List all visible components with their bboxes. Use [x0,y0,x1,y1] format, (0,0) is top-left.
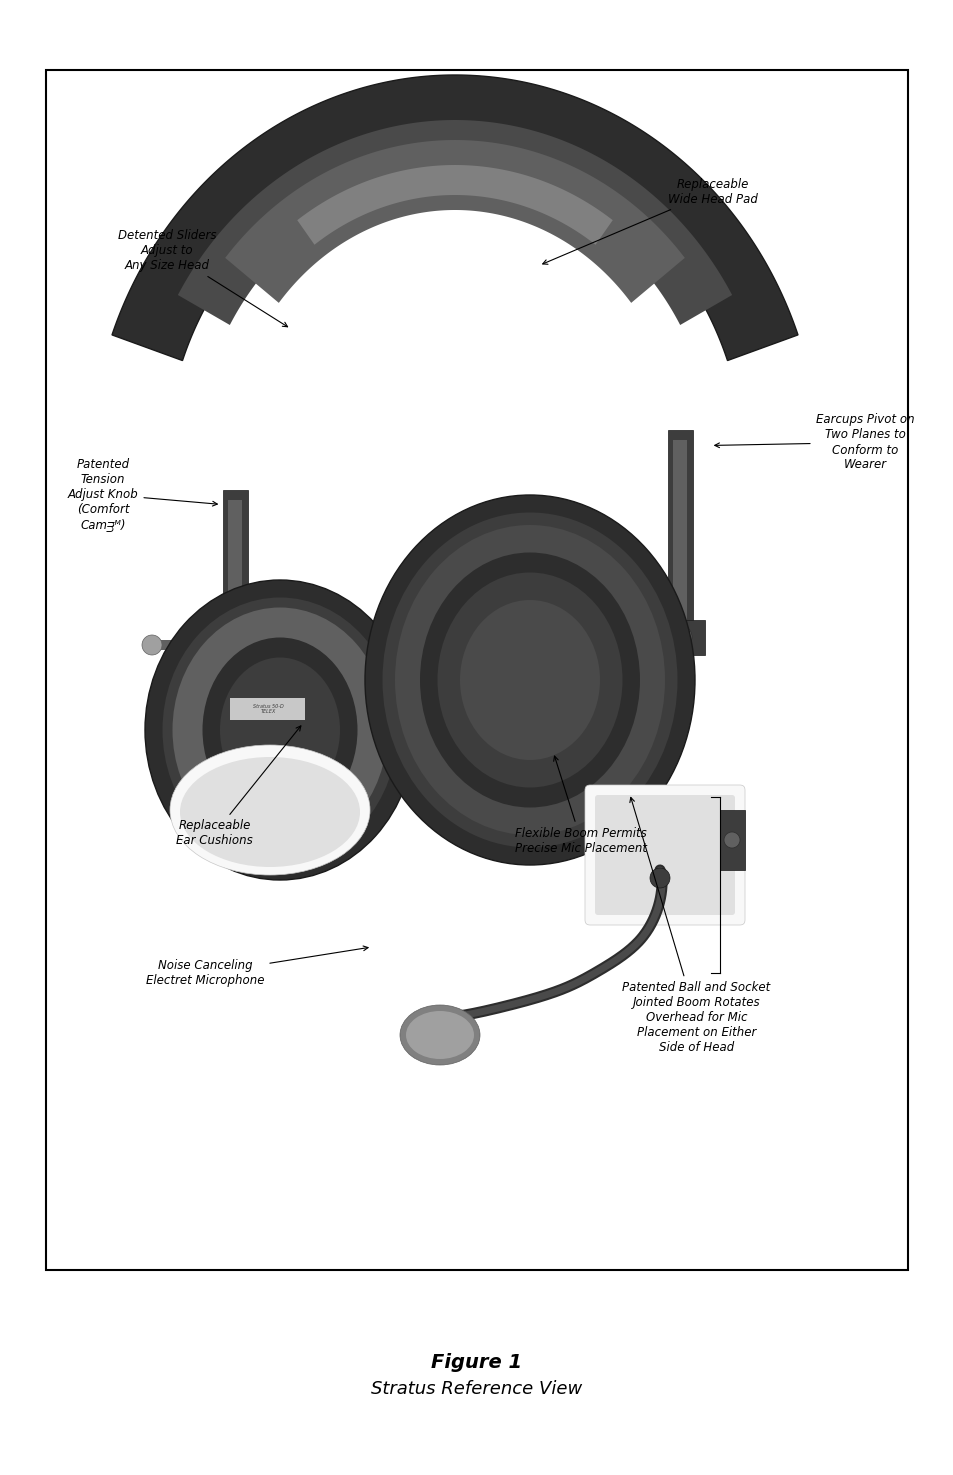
Bar [667,431,692,630]
Ellipse shape [145,580,415,881]
FancyBboxPatch shape [595,795,734,914]
Bar [659,620,704,655]
Ellipse shape [395,525,664,835]
Circle shape [181,631,209,659]
FancyBboxPatch shape [584,785,744,925]
Text: Noise Canceling
Electret Microphone: Noise Canceling Electret Microphone [146,945,368,987]
Bar [214,611,254,659]
Bar [672,440,686,620]
Text: Patented
Tension
Adjust Knob
(Comfort
Camᴟᴹ): Patented Tension Adjust Knob (Comfort Ca… [68,457,217,531]
Ellipse shape [406,1010,474,1059]
Text: Flexible Boom Permits
Precise Mic Placement: Flexible Boom Permits Precise Mic Placem… [515,757,646,854]
Text: Stratus 50-D
TELEX: Stratus 50-D TELEX [253,704,283,714]
Text: Detented Sliders
Adjust to
Any Size Head: Detented Sliders Adjust to Any Size Head [117,229,287,327]
Polygon shape [112,75,797,360]
Bar [46,69,907,1270]
Ellipse shape [220,658,339,802]
Ellipse shape [419,553,639,807]
Ellipse shape [437,572,622,788]
Ellipse shape [180,757,359,867]
Ellipse shape [382,512,677,848]
Circle shape [142,636,162,655]
Bar [720,810,744,870]
Polygon shape [297,165,612,245]
Text: Stratus Reference View: Stratus Reference View [371,1381,582,1398]
Bar [223,490,248,620]
Polygon shape [177,119,731,324]
Ellipse shape [399,1004,479,1065]
Text: Patented Ball and Socket
Jointed Boom Rotates
Overhead for Mic
Placement on Eith: Patented Ball and Socket Jointed Boom Ro… [621,798,770,1055]
Bar [228,500,242,611]
Bar [220,615,248,655]
Text: Earcups Pivot on
Two Planes to
Conform to
Wearer: Earcups Pivot on Two Planes to Conform t… [714,413,913,472]
Text: Figure 1: Figure 1 [431,1354,522,1372]
Circle shape [649,867,669,888]
Ellipse shape [172,608,387,853]
Circle shape [723,832,740,848]
Polygon shape [225,140,684,302]
Ellipse shape [202,637,357,823]
Bar [154,640,196,650]
Ellipse shape [365,496,695,864]
Ellipse shape [170,745,370,875]
Circle shape [667,625,691,649]
Bar [230,698,305,720]
Ellipse shape [459,600,599,760]
Text: Replaceable
Ear Cushions: Replaceable Ear Cushions [176,726,300,847]
Text: Replaceable
Wide Head Pad: Replaceable Wide Head Pad [542,178,757,264]
Ellipse shape [162,597,397,863]
